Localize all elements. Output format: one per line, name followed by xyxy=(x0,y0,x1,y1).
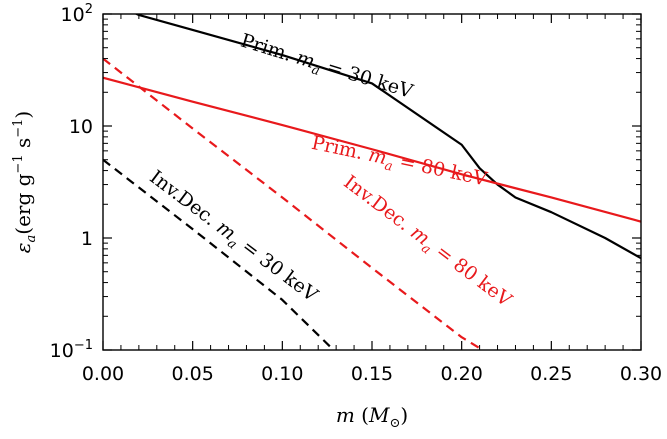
y-axis-label-text: εa(erg g−1 s−1) xyxy=(11,111,39,253)
plot-frame xyxy=(102,13,642,351)
x-axis-label: m (M⊙) xyxy=(336,403,408,431)
series-line-3: Inv.Dec. ma = 80 keV xyxy=(103,57,485,350)
annotation-1: Prim. ma = 30 keV xyxy=(237,30,416,107)
x-tick-label: 0.05 xyxy=(172,363,214,385)
y-tick-exponent: 2 xyxy=(85,2,93,17)
series-layer: Prim. ma = 30 keV Prim. ma = 80 keVInv.De… xyxy=(103,14,641,350)
y-tick-label: 102 xyxy=(61,2,93,26)
y-tick-exponent: −1 xyxy=(74,338,93,353)
x-tick-label: 0.20 xyxy=(441,363,483,385)
annotation-3: Inv.Dec. ma = 80 keV xyxy=(337,171,516,315)
y-tick-label: 10 xyxy=(69,116,93,138)
x-tick-label: 0.00 xyxy=(82,363,124,385)
y-axis-label: εa(erg g−1 s−1) xyxy=(11,111,39,253)
series-line-2: Prim. ma = 80 keV xyxy=(103,76,641,223)
y-tick-label: 10−1 xyxy=(50,338,93,362)
x-tick-label: 0.15 xyxy=(351,363,393,385)
annotation-2: Prim. ma = 80 keV xyxy=(309,132,489,195)
y-tick-base: 10 xyxy=(61,4,85,26)
x-tick-label: 0.30 xyxy=(620,363,662,385)
annotation-layer: Prim. ma = 30 keV Prim. ma = 80 keVInv.De… xyxy=(143,30,516,315)
y-tick-label: 1 xyxy=(81,228,93,250)
x-tick-label: 0.10 xyxy=(261,363,303,385)
y-tick-base: 10 xyxy=(50,340,74,362)
x-tick-label: 0.25 xyxy=(530,363,572,385)
x-axis-label-text: m (M⊙) xyxy=(336,403,408,431)
series-line-4: Inv.Dec. ma = 30 keV xyxy=(103,158,336,350)
y-tick-base: 10 xyxy=(69,116,93,138)
series-line-1: Prim. ma = 30 keV xyxy=(134,14,641,260)
annotation-4: Inv.Dec. ma = 30 keV xyxy=(143,166,322,310)
y-tick-base: 1 xyxy=(81,228,93,250)
